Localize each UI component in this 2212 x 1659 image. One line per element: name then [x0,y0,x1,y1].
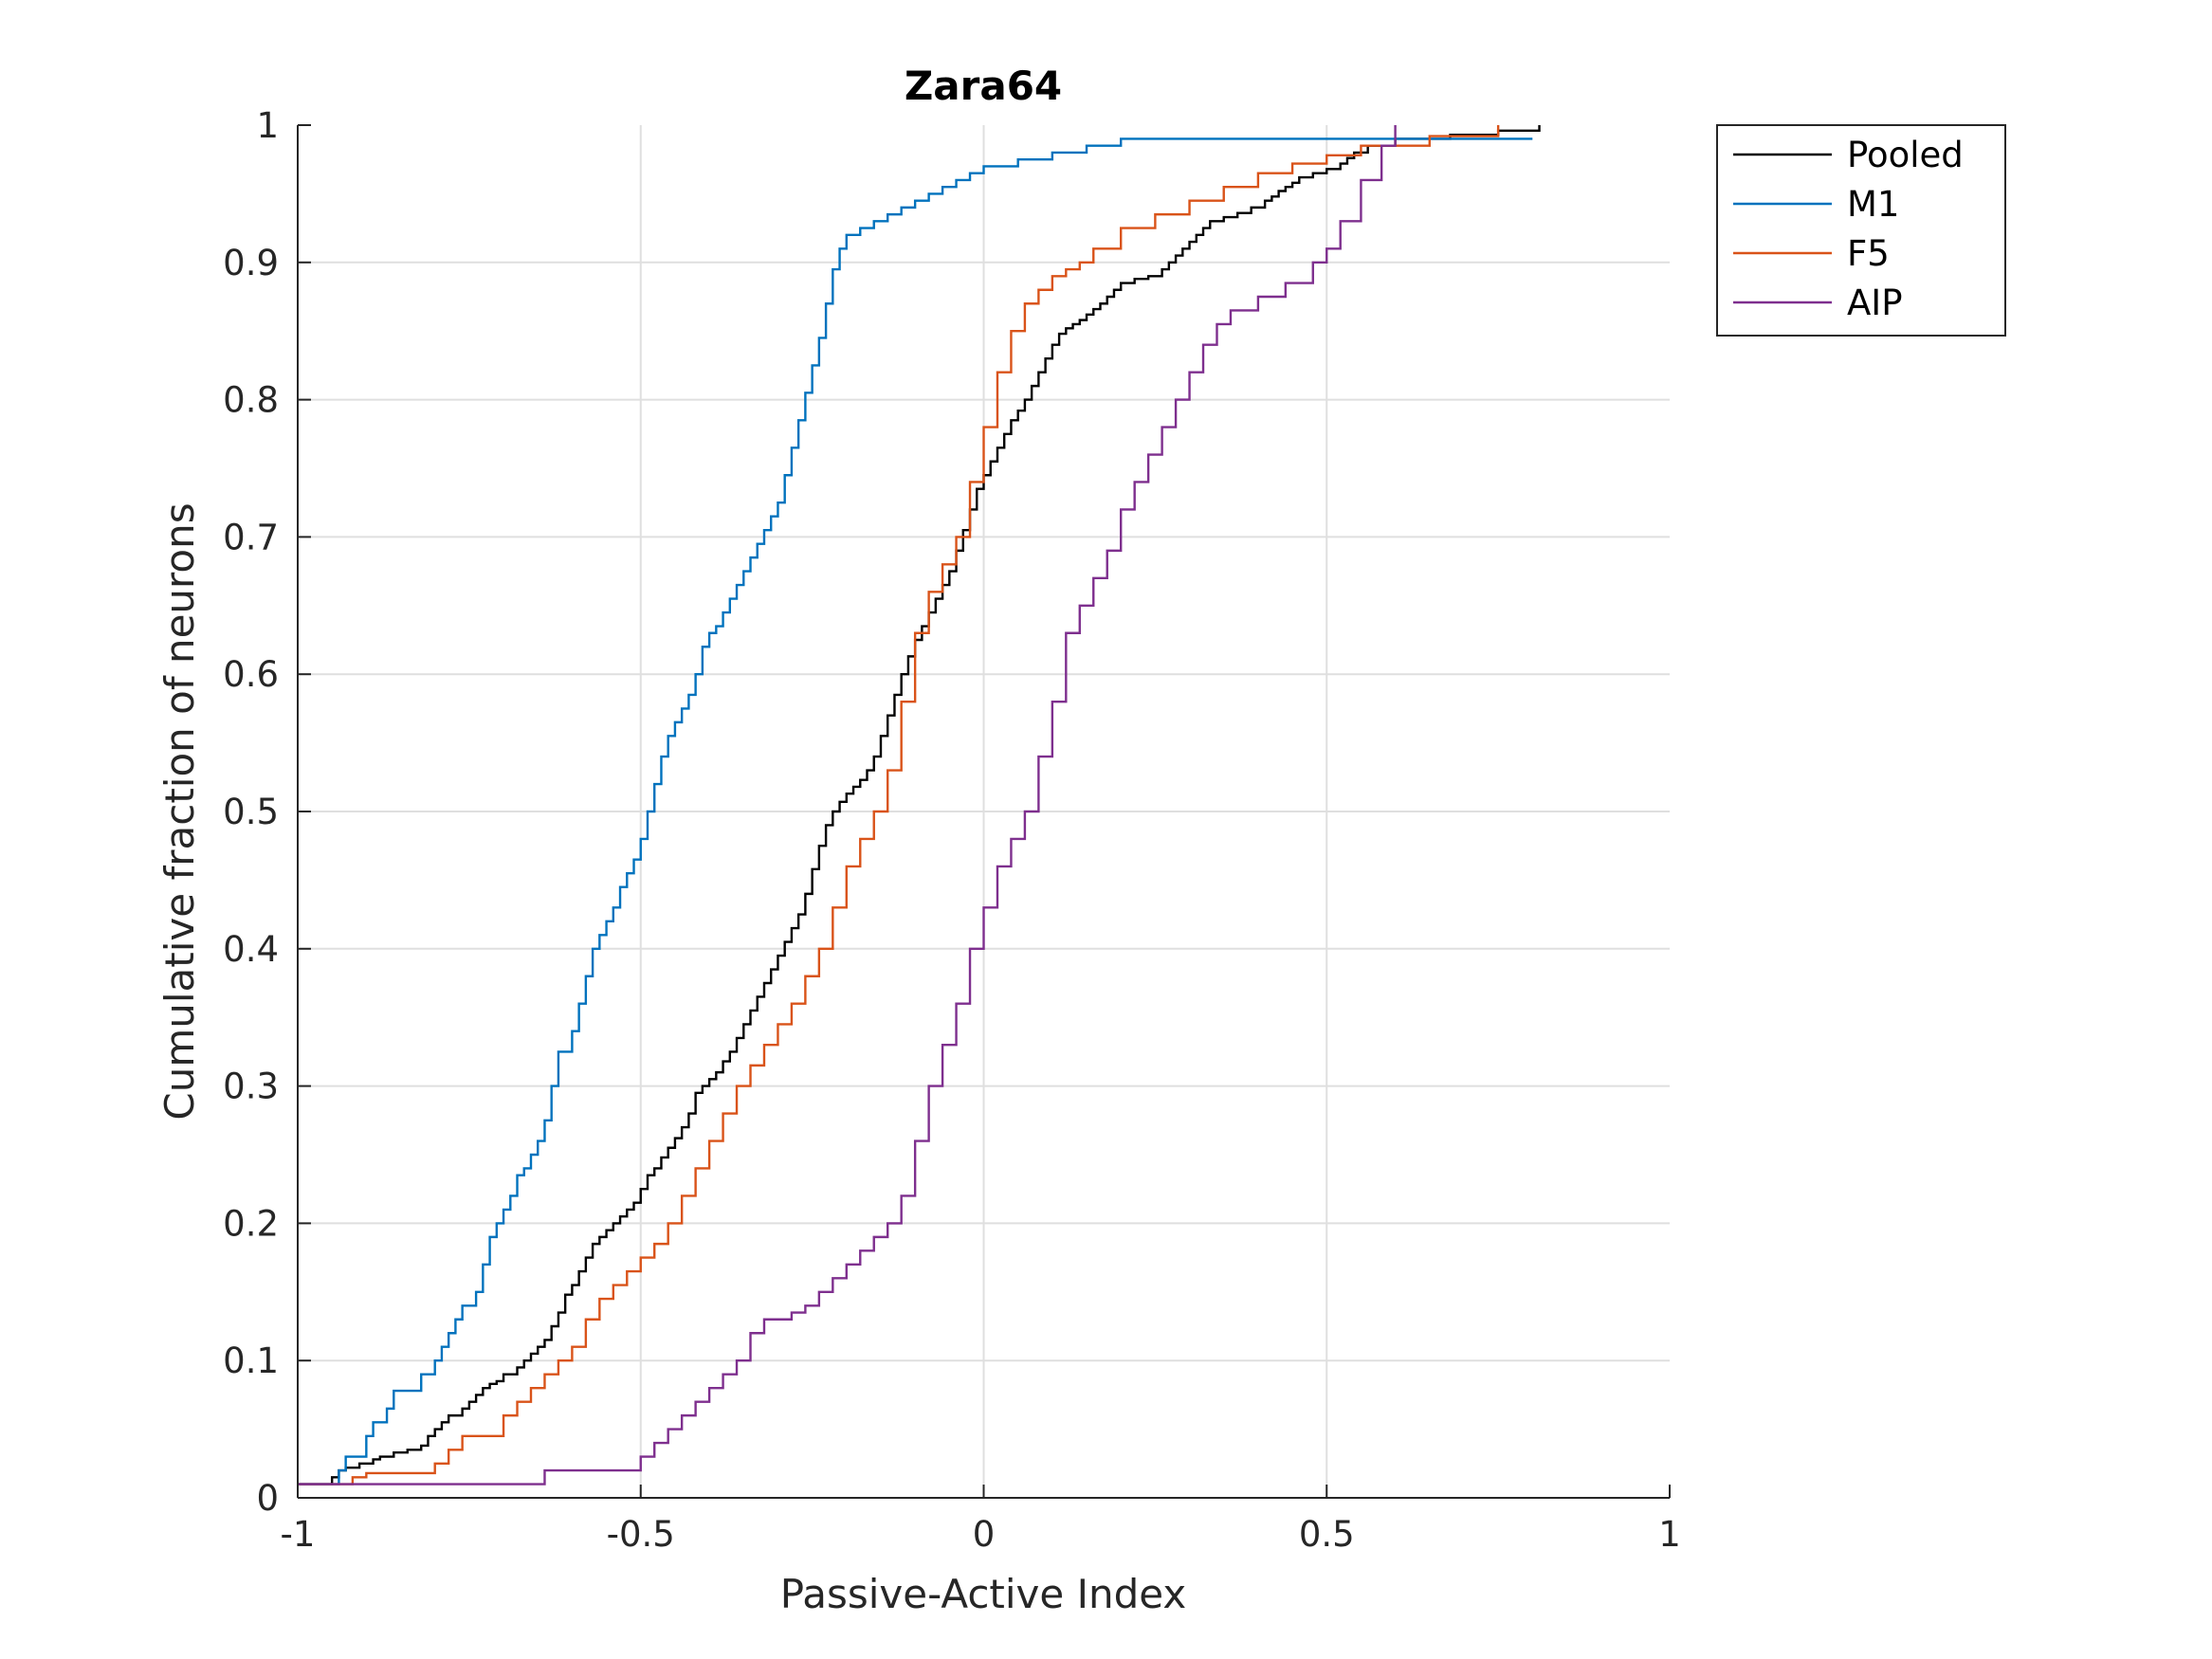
series-layer [298,125,1541,1486]
x-tick-label-1: -0.5 [607,1514,675,1555]
series-line-pooled [298,125,1541,1486]
y-tick-label-10: 1 [256,105,279,146]
tick-labels: -1 -0.5 0 0.5 1 0 0.1 0.2 0.3 0.4 0.5 0.6 0.7 0.8 0.9 1 [223,105,1681,1555]
legend-box [1716,124,2006,337]
series-line-f5 [298,125,1500,1486]
x-tick-label-2: 0 [973,1514,996,1555]
chart-title: Zara64 [905,63,1062,109]
axes [297,124,1671,1499]
y-tick-label-5: 0.5 [223,792,279,832]
series-line-m1 [298,137,1533,1486]
y-tick-label-8: 0.8 [223,380,279,421]
x-tick-label-4: 1 [1658,1514,1681,1555]
y-tick-label-1: 0.1 [223,1340,279,1381]
legend-label-f5: F5 [1847,233,1890,274]
y-axis-label: Cumulative fraction of neurons [156,502,203,1120]
y-tick-label-4: 0.4 [223,929,279,970]
y-tick-label-2: 0.2 [223,1203,279,1244]
legend-label-m1: M1 [1847,184,1899,225]
x-tick-label-0: -1 [281,1514,316,1555]
legend: Pooled M1 F5 AIP [1716,124,2006,337]
legend-label-pooled: Pooled [1847,135,1964,175]
y-tick-label-7: 0.7 [223,517,279,557]
y-tick-label-6: 0.6 [223,654,279,695]
legend-label-aip: AIP [1847,283,1903,323]
x-tick-label-3: 0.5 [1299,1514,1355,1555]
series-line-aip [298,125,1397,1486]
x-axis-label: Passive-Active Index [780,1571,1186,1617]
y-tick-label-9: 0.9 [223,243,279,283]
y-tick-label-3: 0.3 [223,1066,279,1107]
y-tick-label-0: 0 [256,1478,279,1519]
